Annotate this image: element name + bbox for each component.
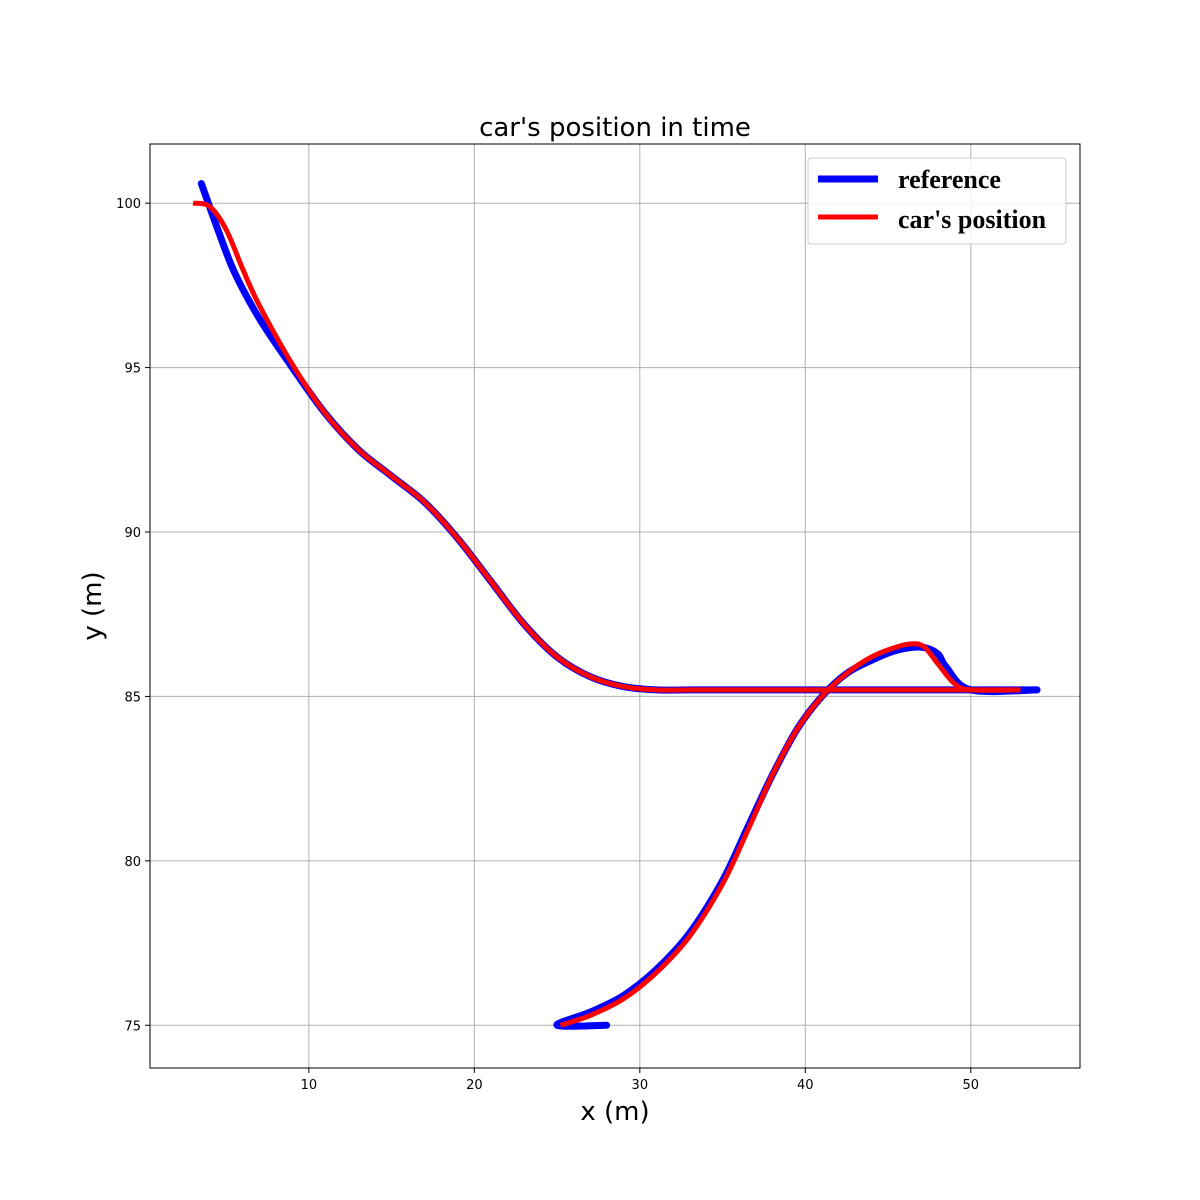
legend-label-reference: reference: [898, 165, 1001, 194]
legend: reference car's position: [807, 157, 1067, 245]
x-tick-label: 30: [632, 1078, 649, 1093]
chart-title: car's position in time: [479, 113, 751, 143]
series-layer: [192, 180, 1041, 1030]
reference-line-0: [197, 180, 1041, 694]
x-tick-label: 20: [466, 1078, 483, 1093]
y-tick-label: 95: [124, 362, 141, 377]
legend-label-cars-position: car's position: [898, 205, 1047, 234]
y-tick-label: 85: [124, 690, 141, 705]
y-tick-label: 100: [116, 197, 141, 212]
y-tick-label: 80: [124, 855, 141, 870]
x-tick-label: 10: [301, 1078, 318, 1093]
y-tick-label: 75: [124, 1019, 141, 1034]
y-tick-label: 90: [124, 526, 141, 541]
reference-line-1: [553, 643, 1041, 1030]
grid: [150, 144, 1080, 1068]
cars-position-line-3: [559, 641, 1021, 1028]
x-tick-label: 40: [797, 1078, 814, 1093]
plot-frame: [149, 143, 1081, 1069]
x-axis-label: x (m): [580, 1097, 649, 1127]
cars-position-line-2: [192, 200, 1021, 693]
ticks: 10 20 30 40 50 75 80 85 90 95 100: [116, 197, 979, 1093]
y-axis-label: y (m): [78, 571, 108, 640]
x-tick-label: 50: [963, 1078, 980, 1093]
